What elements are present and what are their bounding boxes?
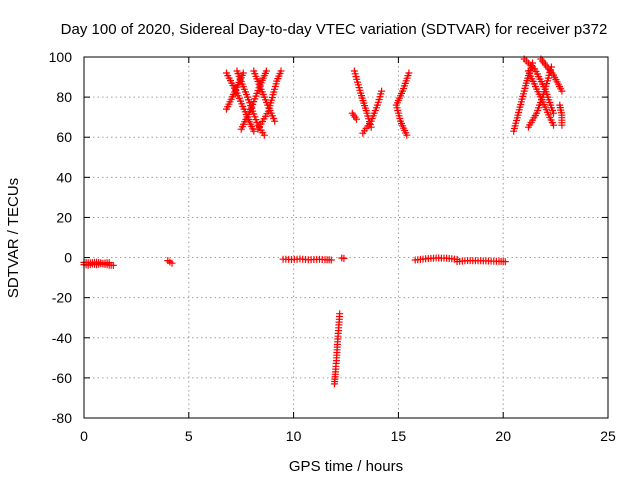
data-point-plus (262, 67, 270, 75)
grid-lines (84, 57, 608, 418)
data-point-plus (109, 261, 117, 269)
x-tick-label: 10 (286, 428, 302, 444)
data-point-plus (558, 87, 566, 95)
y-tick-label: -80 (52, 410, 72, 426)
y-tick-label: 0 (64, 250, 72, 266)
x-axis-label: GPS time / hours (289, 458, 403, 475)
data-point-plus (260, 131, 268, 139)
plot-frame (83, 56, 609, 419)
data-point-plus (105, 259, 113, 267)
data-point-plus (367, 123, 375, 131)
data-point-plus (501, 258, 509, 266)
y-tick-label: 100 (49, 49, 73, 65)
data-point-plus (250, 127, 258, 135)
y-tick-label: 40 (56, 169, 72, 185)
y-tick-label: -20 (52, 290, 72, 306)
data-point-plus (558, 121, 566, 129)
data-points (80, 55, 566, 388)
y-tick-label: -40 (52, 330, 72, 346)
chart-title: Day 100 of 2020, Sidereal Day-to-day VTE… (61, 21, 608, 38)
y-tick-label: 60 (56, 129, 72, 145)
y-tick-label: -60 (52, 370, 72, 386)
y-tick-label: 20 (56, 209, 72, 225)
y-tick-label: 80 (56, 89, 72, 105)
axis-ticks (83, 56, 609, 419)
data-point-plus (403, 131, 411, 139)
x-tick-label: 5 (185, 428, 193, 444)
x-tick-label: 25 (600, 428, 616, 444)
data-point-plus (378, 87, 386, 95)
data-point-plus (331, 380, 338, 388)
data-point-plus (327, 256, 335, 264)
data-point-plus (340, 254, 348, 262)
y-axis-label: SDTVAR / TECUs (5, 178, 22, 298)
x-tick-label: 0 (80, 428, 88, 444)
data-point-plus (277, 67, 285, 75)
data-point-plus (353, 115, 360, 123)
data-point-plus (550, 109, 557, 117)
x-tick-labels: 0 5 10 15 20 25 (80, 428, 616, 444)
data-point-plus (271, 117, 279, 125)
y-tick-labels: -80 -60 -40 -20 0 20 40 60 80 100 (49, 49, 73, 426)
x-tick-label: 15 (391, 428, 407, 444)
data-point-plus (168, 259, 176, 267)
data-point-plus (550, 121, 557, 129)
x-tick-label: 20 (495, 428, 511, 444)
